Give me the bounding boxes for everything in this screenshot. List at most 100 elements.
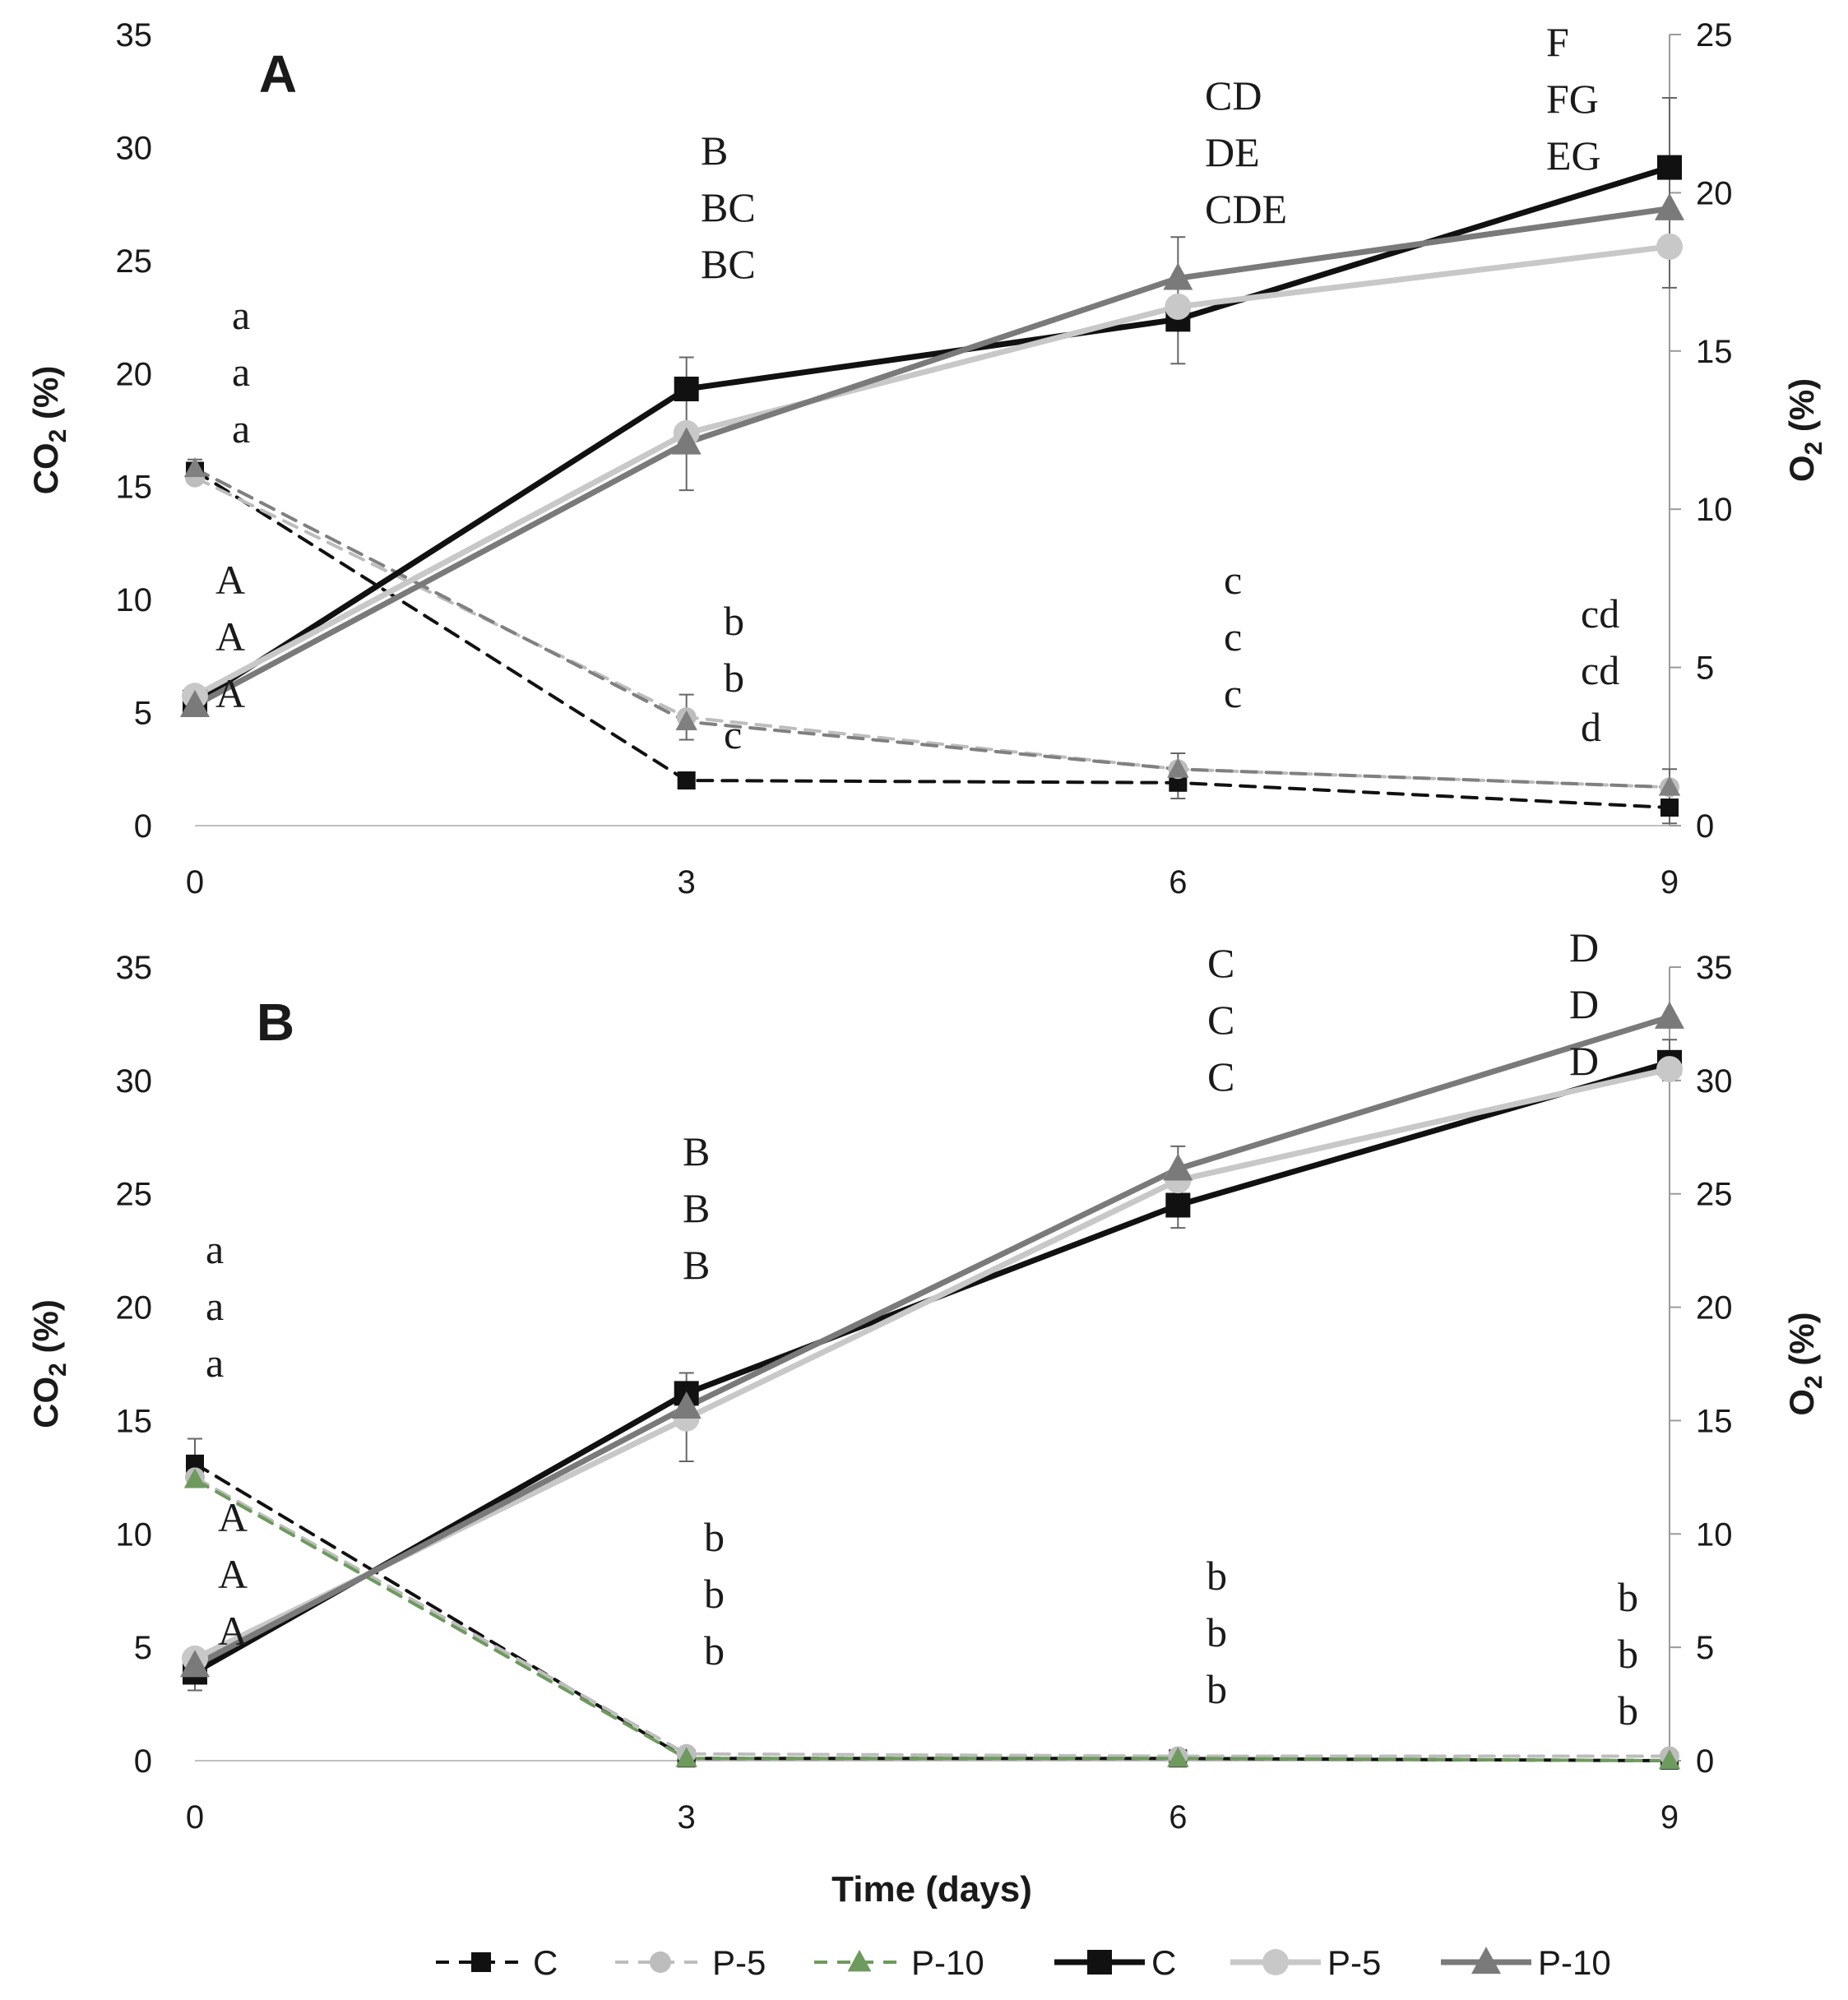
panel-a-significance-letter: d — [1581, 704, 1601, 750]
panel-a-right-tick-label: 15 — [1696, 334, 1733, 370]
panel-b-left-tick-label: 25 — [116, 1177, 153, 1213]
panel-a-left-tick-label: 35 — [116, 17, 153, 53]
panel-b-series-co2-p-10-point — [1658, 1749, 1681, 1770]
panel-a-significance-letter: A — [215, 613, 245, 660]
panel-a-significance-letter: a — [232, 405, 250, 451]
panel-b-significance-letter: b — [704, 1514, 725, 1560]
panel-b-left-axis-title-unit: (%) — [26, 1299, 65, 1363]
panel-b-significance-letter: A — [218, 1551, 248, 1597]
panel-a-significance-letter: CDE — [1205, 186, 1287, 232]
panel-a-series-co2-p-5-line — [193, 475, 1671, 789]
panel-a-series-co2-p-10-line — [193, 466, 1671, 789]
panel-a-significance-letter: CD — [1205, 72, 1262, 118]
panel-b-significance-letter: b — [704, 1571, 725, 1617]
panel-a-series-co2-p-10-point — [183, 456, 206, 478]
panel-b-significance-letter: D — [1569, 1038, 1599, 1084]
panel-a-right-tick-label: 10 — [1696, 492, 1733, 528]
panel-b-x-tick-label: 9 — [1660, 1799, 1679, 1836]
panel-a-series-co2-c-point — [677, 771, 696, 790]
panel-a-right-tick-label: 0 — [1696, 808, 1714, 845]
panel-a-series-co2-c-point — [1169, 773, 1188, 792]
panel-a-significance-letter: B — [701, 127, 728, 174]
panel-a-series-o2-p-10-point — [1163, 262, 1193, 290]
panel-b-significance-letter: b — [704, 1627, 725, 1674]
panel-a-x-tick-label: 6 — [1169, 864, 1187, 900]
panel-a-significance-letter: A — [215, 670, 245, 716]
panel-b-series-co2-p-10-point — [1167, 1747, 1189, 1767]
panel-a-right-tick-label: 25 — [1696, 17, 1733, 53]
panel-a-series-o2-p-10-line — [192, 206, 1673, 709]
panel-a-significance-letter: b — [724, 655, 744, 701]
panel-b-right-tick-label: 30 — [1696, 1063, 1733, 1100]
panel-b-significance-letter: b — [1618, 1574, 1638, 1620]
panel-b-x-tick-label: 6 — [1169, 1799, 1187, 1836]
panel-a-series-o2-c-point — [1657, 155, 1682, 180]
panel-b-right-axis-title: O2 (%) — [1782, 1312, 1827, 1415]
panel-b-significance-letter: C — [1207, 940, 1234, 986]
panel-b-right-tick-label: 20 — [1696, 1290, 1733, 1326]
legend: C P-5 P-10 C P-5 P-10 — [436, 1943, 1611, 1982]
legend-label: P-10 — [1538, 1943, 1611, 1982]
panel-b-right-tick-label: 10 — [1696, 1516, 1733, 1553]
panel-b-left-tick-label: 35 — [116, 950, 153, 986]
panel-a-series-o2-p-10-point — [1655, 192, 1684, 220]
panel-b-series-co2-p-10-point — [675, 1747, 697, 1767]
panel-a-series-o2-p-10-point — [180, 689, 210, 717]
panel-a-significance-letter: a — [232, 349, 250, 395]
panel-b-significance-letter: a — [206, 1226, 224, 1272]
panel-b-significance-letter: b — [1207, 1553, 1227, 1599]
panel-a-right-axis-title: O2 (%) — [1782, 378, 1827, 482]
panel-b-significance-letter: B — [683, 1185, 710, 1231]
panel-b-significance-letter: a — [206, 1283, 224, 1329]
panel-b-left-tick-label: 30 — [116, 1063, 153, 1100]
panel-a-series-o2-c-point — [674, 376, 699, 401]
panel-a-significance-letter: b — [724, 598, 744, 644]
panel-b-series-o2-p-5-point — [1656, 1056, 1683, 1083]
panel-a-series-co2-p-10-point — [1167, 757, 1189, 778]
panel-b-significance-letter: D — [1569, 981, 1599, 1027]
panel-b-significance-letter: D — [1569, 924, 1599, 970]
legend-marker-circle — [650, 1951, 671, 1973]
panel-b-significance-letter: A — [218, 1494, 248, 1540]
panel-a-left-tick-label: 0 — [134, 808, 152, 845]
panel-b-series-co2-c-point — [186, 1454, 204, 1473]
panel-b-x-tick-label: 0 — [186, 1799, 204, 1836]
panel-b-series-co2-c-line — [193, 1461, 1671, 1762]
panel-a-panel-label: A — [259, 44, 297, 104]
panel-b-left-axis-title-main: CO — [26, 1377, 65, 1428]
panel-a-right-tick-label: 20 — [1696, 175, 1733, 211]
panel-b-series-co2-p-10-point — [183, 1468, 206, 1488]
panel-a-significance-letter: BC — [701, 184, 756, 230]
panel-b-series-o2-p-10-point — [1163, 1153, 1193, 1181]
panel-a-significance-letter: c — [724, 711, 742, 757]
panel-b-right-axis-title-unit: (%) — [1782, 1312, 1821, 1375]
panel-b-significance-letter: B — [683, 1128, 710, 1174]
panel-b-right-tick-label: 15 — [1696, 1403, 1733, 1439]
panel-a-significance-letter: FG — [1546, 76, 1599, 122]
panel-a-left-axis-title-unit: (%) — [26, 366, 65, 429]
panel-a-right-axis-title-unit: (%) — [1782, 378, 1821, 442]
panel-b-significance-letter: b — [1618, 1688, 1638, 1734]
panel-b-significance-letter: B — [683, 1242, 710, 1288]
panel-a-significance-letter: cd — [1581, 647, 1619, 693]
panel-a-significance-letter: F — [1546, 19, 1569, 65]
panel-b-significance-letter: b — [1207, 1609, 1227, 1655]
panel-a-left-tick-label: 5 — [134, 696, 152, 732]
panel-b-series-o2-p-10-point — [671, 1391, 702, 1419]
legend-marker-triangle — [847, 1949, 872, 1972]
panel-b-series-o2-p-10-point — [1655, 1001, 1684, 1029]
panel-a-left-tick-label: 25 — [116, 243, 153, 280]
legend-marker-square — [1087, 1950, 1112, 1975]
panel-b-significance-letter: b — [1207, 1666, 1227, 1712]
panel-b-left-axis-title-sub: 2 — [44, 1363, 72, 1377]
panel-a-significance-letter: c — [1224, 557, 1242, 603]
panel-a-series-o2-c-line — [192, 164, 1673, 706]
panel-b-right-tick-label: 0 — [1696, 1743, 1714, 1780]
panel-a-series-o2-p-5-point — [1656, 233, 1683, 260]
panel-b-right-axis-title-main: O — [1782, 1389, 1821, 1416]
panel-b-panel-label: B — [257, 993, 294, 1052]
panel-a-x-tick-label: 3 — [678, 864, 696, 900]
legend-label: P-5 — [712, 1943, 766, 1982]
legend-label: C — [533, 1943, 558, 1982]
